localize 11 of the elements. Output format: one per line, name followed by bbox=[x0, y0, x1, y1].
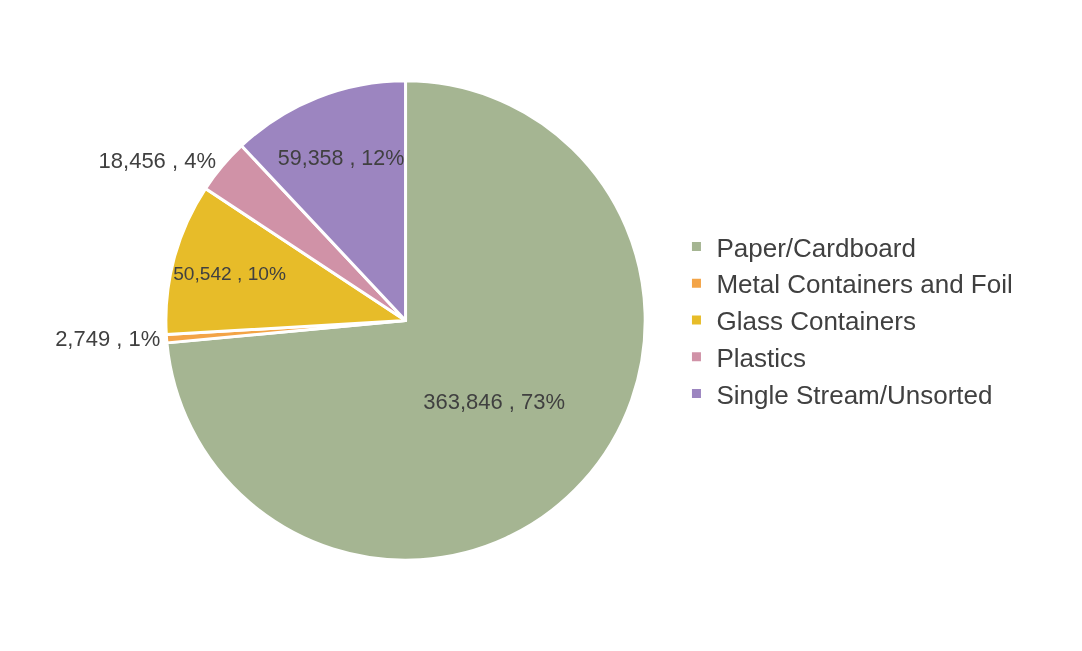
legend-label: Single Stream/Unsorted bbox=[716, 379, 993, 410]
data-label: 363,846 , 73% bbox=[423, 388, 566, 414]
data-label: 2,749 , 1% bbox=[55, 326, 161, 352]
legend-label: Metal Containers and Foil bbox=[716, 269, 1013, 300]
legend-label: Glass Containers bbox=[716, 306, 916, 337]
data-label: 59,358 , 12% bbox=[277, 145, 405, 170]
data-label: 50,542 , 10% bbox=[173, 262, 286, 284]
legend-label: Paper/Cardboard bbox=[716, 232, 916, 263]
legend-label: Plastics bbox=[716, 342, 807, 373]
data-label: 18,456 , 4% bbox=[98, 148, 217, 174]
pie-slice bbox=[165, 79, 647, 562]
